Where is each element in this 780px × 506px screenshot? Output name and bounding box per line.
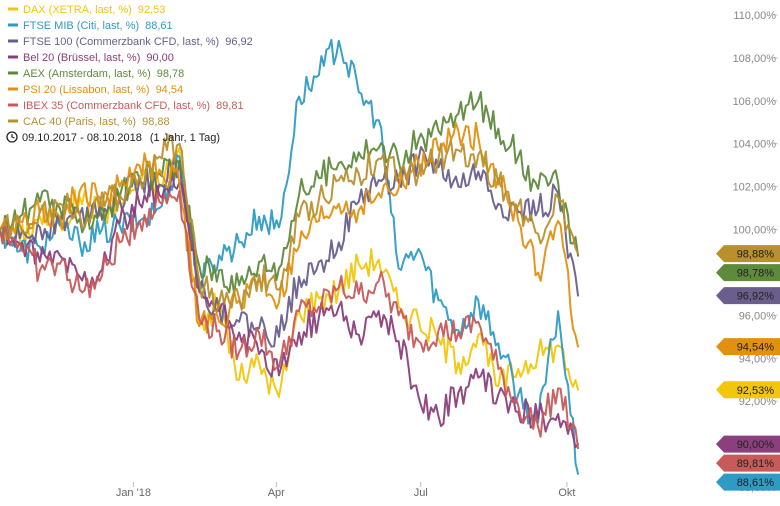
y-tick-label: 92,00% [739, 396, 777, 408]
last-value-label: 98,88% [737, 249, 775, 261]
legend-entry: FTSE 100 (Commerzbank CFD, last, %) 96,92 [23, 36, 253, 48]
legend-entry-label: DAX (XETRA, last, %) [23, 4, 132, 16]
last-value-label: 88,61% [737, 477, 775, 489]
series-line-4 [0, 91, 579, 296]
legend-entry: FTSE MIB (Citi, last, %) 88,61 [23, 20, 173, 32]
legend-entry: Bel 20 (Brüssel, last, %) 90,00 [23, 52, 174, 64]
legend-entry-label: FTSE MIB (Citi, last, %) [23, 20, 139, 32]
legend-entry: CAC 40 (Paris, last, %) 98,88 [23, 116, 170, 128]
last-value-badges: 98,88% 98,78% 96,92% 94,54% 92,53% 90,00% 89,8… [716, 245, 780, 491]
y-tick-label: 108,00% [733, 53, 777, 65]
series-line-2 [0, 146, 579, 348]
y-tick-label: 110,00% [733, 10, 776, 22]
legend-entry-value: 94,54 [156, 84, 184, 96]
last-value-label: 89,81% [737, 458, 775, 470]
clock-icon [6, 131, 18, 143]
last-value-badge [716, 287, 780, 305]
legend-entry: IBEX 35 (Commerzbank CFD, last, %) 89,81 [23, 100, 244, 112]
legend: DAX (XETRA, last, %) 92,53 FTSE MIB (Citi,… [6, 4, 253, 144]
legend-entry-value: 92,53 [138, 4, 166, 16]
legend-entry: AEX (Amsterdam, last, %) 98,78 [23, 68, 184, 80]
last-value-label: 98,78% [737, 268, 775, 280]
y-tick-label: 104,00% [733, 139, 777, 151]
last-value-badge [716, 473, 780, 491]
legend-entry-label: PSI 20 (Lissabon, last, %) [23, 84, 150, 96]
legend-entry: DAX (XETRA, last, %) 92,53 [23, 4, 165, 16]
period-range: 09.10.2017 - 08.10.2018 [22, 132, 142, 144]
x-tick-label: Apr [268, 487, 285, 499]
last-value-badge [716, 381, 780, 399]
series-line-7 [0, 134, 579, 314]
series-line-1 [0, 38, 579, 475]
legend-entry-label: CAC 40 (Paris, last, %) [23, 116, 136, 128]
y-tick-label: 100,00% [733, 225, 777, 237]
x-tick-label: Jul [414, 487, 428, 499]
last-value-badge [716, 264, 780, 282]
legend-entry-label: Bel 20 (Brüssel, last, %) [23, 52, 140, 64]
series-layer [0, 38, 579, 475]
last-value-label: 92,53% [737, 385, 775, 397]
legend-entry-value: 96,92 [225, 36, 253, 48]
y-tick-label: 96,00% [739, 310, 777, 322]
x-tick-label: Jan '18 [116, 487, 151, 499]
legend-entry-value: 90,00 [146, 52, 174, 64]
last-value-badge [716, 435, 780, 453]
legend-entry-label: AEX (Amsterdam, last, %) [23, 68, 151, 80]
last-value-badge [716, 454, 780, 472]
period-label: 09.10.2017 - 08.10.2018 (1 Jahr, 1 Tag) [22, 132, 220, 144]
x-axis: Jan '18 Apr Jul Okt [116, 482, 575, 499]
y-tick-label: 102,00% [733, 182, 777, 194]
last-value-label: 90,00% [737, 439, 775, 451]
legend-entry-label: IBEX 35 (Commerzbank CFD, last, %) [23, 100, 210, 112]
last-value-badge [716, 245, 780, 263]
legend-entry: PSI 20 (Lissabon, last, %) 94,54 [23, 84, 183, 96]
legend-entry-value: 89,81 [216, 100, 244, 112]
y-tick-label: 106,00% [733, 96, 777, 108]
y-tick-label: 94,00% [739, 353, 777, 365]
last-value-badge [716, 338, 780, 356]
last-value-label: 96,92% [737, 291, 775, 303]
legend-entry-value: 98,88 [142, 116, 170, 128]
last-value-label: 94,54% [737, 342, 775, 354]
legend-entry-label: FTSE 100 (Commerzbank CFD, last, %) [23, 36, 219, 48]
legend-entry-value: 88,61 [145, 20, 173, 32]
legend-entry-value: 98,78 [157, 68, 185, 80]
period-note: (1 Jahr, 1 Tag) [150, 132, 220, 144]
series-line-6 [0, 189, 579, 450]
x-tick-label: Okt [558, 487, 575, 499]
